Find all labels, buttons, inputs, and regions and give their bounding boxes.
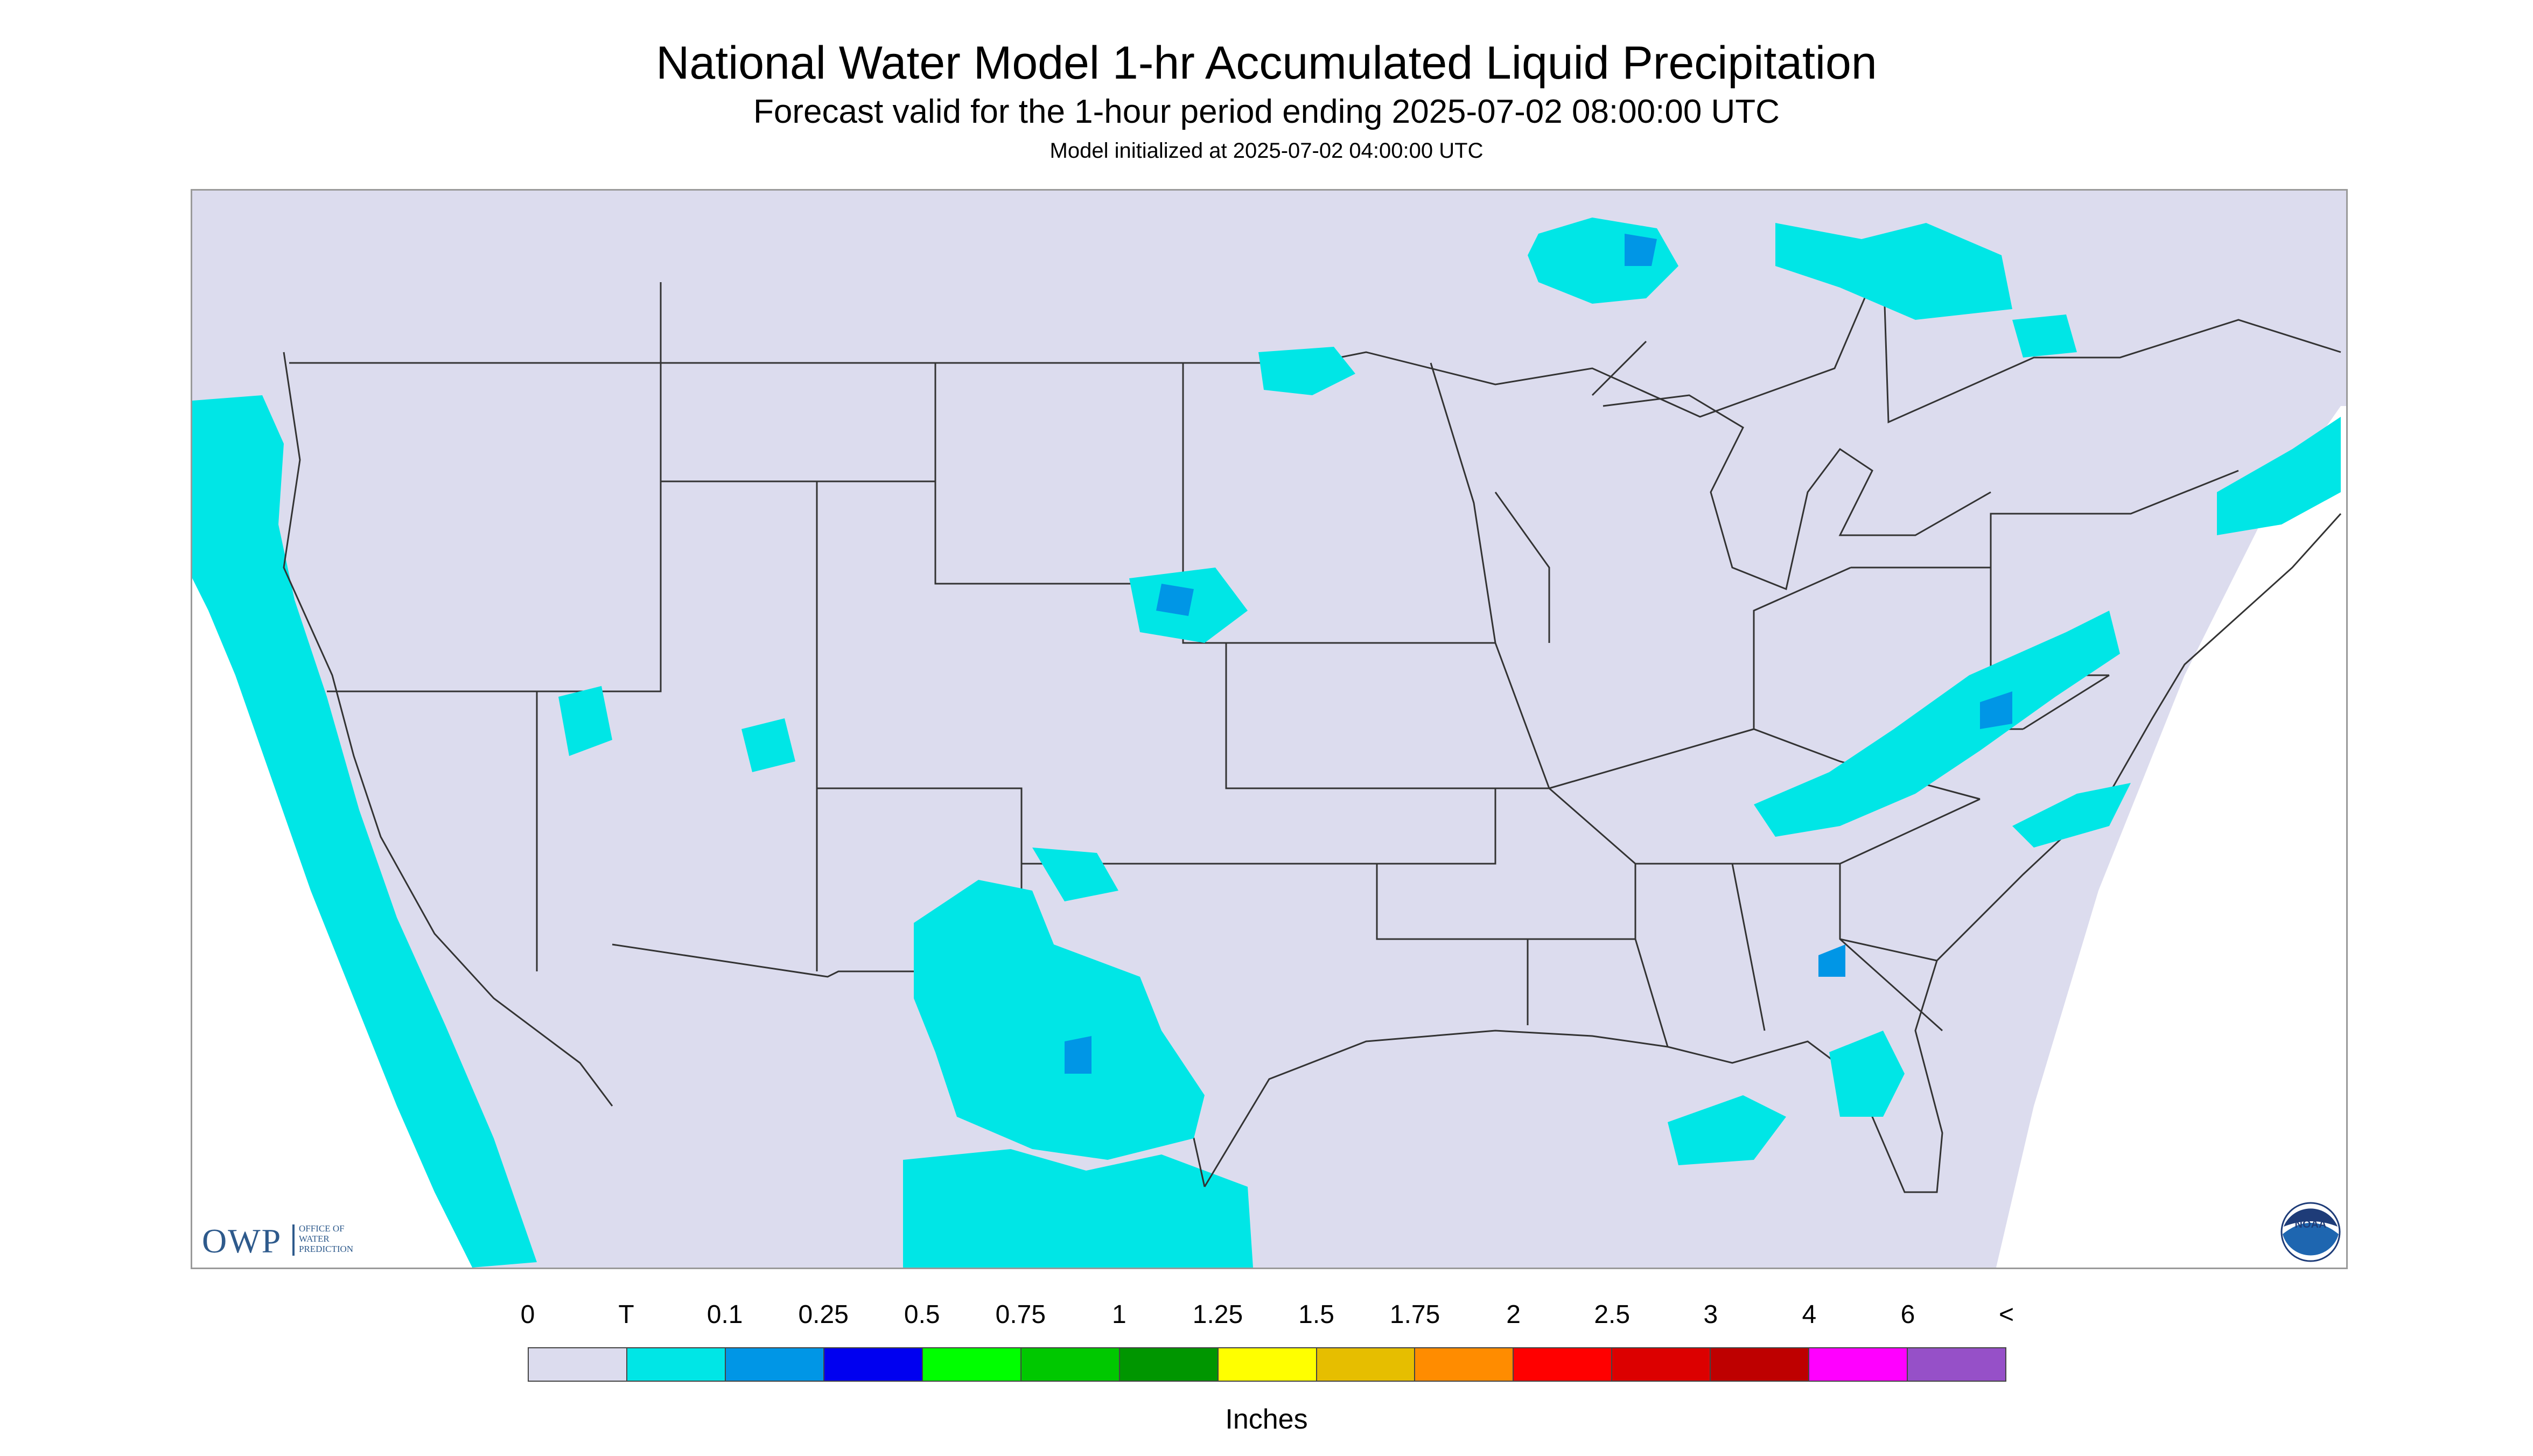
legend-tick-label: 0.25 <box>798 1300 849 1329</box>
heavy-precip-cores <box>1065 234 2012 1074</box>
precipitation-map: OWP OFFICE OF WATER PREDICTION NOAA <box>191 189 2348 1269</box>
legend-swatch <box>1908 1348 2006 1381</box>
owp-logo: OWP OFFICE OF WATER PREDICTION <box>202 1218 374 1261</box>
owp-logo-letters: OWP <box>202 1222 282 1260</box>
legend-tick-label: 2.5 <box>1594 1300 1631 1329</box>
legend-swatch <box>529 1348 627 1381</box>
precip-patch <box>1829 1031 1905 1117</box>
model-init-text: Model initialized at 2025-07-02 04:00:00… <box>1049 139 1484 163</box>
legend-swatch <box>1612 1348 1711 1381</box>
precip-patch <box>2012 783 2131 848</box>
precip-core <box>1156 584 1194 616</box>
precip-patch <box>558 686 612 756</box>
legend-tick-label: 1.25 <box>1192 1300 1243 1329</box>
legend-tick-label: 0.1 <box>706 1300 743 1329</box>
owp-logo-text: OFFICE OF WATER PREDICTION <box>299 1223 354 1254</box>
precip-patch <box>1668 1095 1786 1165</box>
legend-tick-label: 1.5 <box>1298 1300 1334 1329</box>
precip-patch <box>741 718 795 772</box>
legend-swatch <box>1415 1348 1514 1381</box>
precip-patch <box>914 880 1205 1160</box>
legend-tick-label: T <box>618 1300 634 1329</box>
legend-swatch <box>1809 1348 1908 1381</box>
precip-patch <box>2217 417 2341 535</box>
map-canvas <box>192 218 2346 1268</box>
legend-swatch <box>1218 1348 1317 1381</box>
state-boundaries <box>283 255 2342 1193</box>
precip-patch <box>2012 314 2077 358</box>
pacific-coverage <box>192 395 537 1268</box>
precip-core <box>1818 944 1845 977</box>
legend-swatch <box>1514 1348 1613 1381</box>
legend-tick-labels: 0 T 0.1 0.25 0.5 0.75 1 1.25 1.5 1.75 2 2.5 3 4 6 < <box>0 1300 2533 1332</box>
legend-tick-label: 3 <box>1703 1300 1718 1329</box>
legend-swatch <box>1021 1348 1120 1381</box>
noaa-logo-text: NOAA <box>2295 1219 2327 1230</box>
legend-tick-label: 0 <box>520 1300 535 1329</box>
precip-patch <box>1754 611 2120 837</box>
great-lakes <box>1591 340 1991 591</box>
legend-swatch <box>824 1348 923 1381</box>
gulf-coast <box>1203 513 2342 1193</box>
legend-color-bar <box>528 1347 2006 1382</box>
precip-patch <box>1528 218 1678 304</box>
precip-patch <box>1258 347 1355 395</box>
legend-tick-label: 4 <box>1802 1300 1817 1329</box>
legend-tick-label: 0.5 <box>904 1300 940 1329</box>
legend-tick-label: 0.75 <box>995 1300 1046 1329</box>
map-title: National Water Model 1-hr Accumulated Li… <box>656 37 1877 89</box>
precip-patch <box>1032 848 1118 901</box>
legend-swatch <box>1711 1348 1810 1381</box>
precip-patch <box>1775 223 2012 320</box>
legend-swatch <box>1119 1348 1219 1381</box>
legend-tick-label: 2 <box>1506 1300 1521 1329</box>
west-coast <box>283 352 613 1107</box>
legend-units-label: Inches <box>1225 1404 1308 1435</box>
precip-core <box>1065 1036 1091 1074</box>
pacific-domain-edge <box>192 578 472 1268</box>
noaa-logo: NOAA <box>2280 1202 2341 1262</box>
legend-tick-label: < <box>1998 1300 2014 1329</box>
legend-swatch <box>725 1348 824 1381</box>
legend-tick-label: 1 <box>1112 1300 1126 1329</box>
legend-tick-label: 6 <box>1900 1300 1915 1329</box>
legend-swatch <box>627 1348 726 1381</box>
owp-logo-divider <box>292 1224 295 1256</box>
precip-patches <box>558 218 2341 1165</box>
gulf-mexico-coverage <box>903 1149 1253 1268</box>
legend-tick-label: 1.75 <box>1389 1300 1440 1329</box>
map-subtitle: Forecast valid for the 1-hour period end… <box>753 93 1780 130</box>
precip-core <box>1980 691 2012 729</box>
legend-swatch <box>1317 1348 1416 1381</box>
us-canada-border <box>289 255 2341 424</box>
atlantic-domain-edge <box>1996 406 2346 1268</box>
precip-core <box>1625 234 1657 266</box>
legend-swatch <box>922 1348 1021 1381</box>
